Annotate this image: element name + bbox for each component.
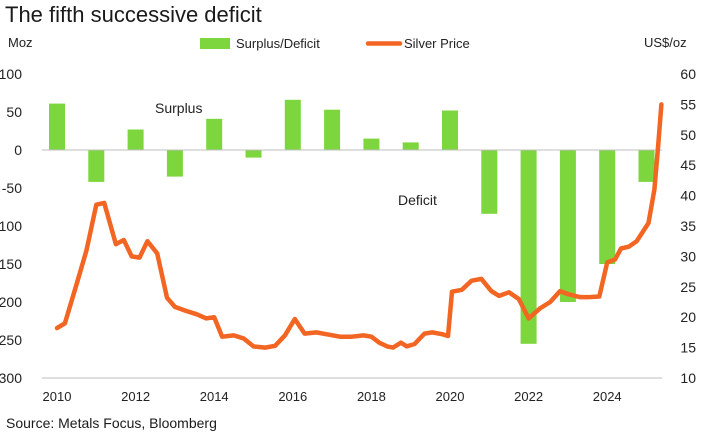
x-tick-label: 2018 xyxy=(357,389,386,404)
right-tick-label: 25 xyxy=(680,279,696,295)
bars xyxy=(49,99,655,344)
x-tick-label: 2012 xyxy=(121,389,150,404)
bar-2017 xyxy=(324,109,341,150)
x-tick-label: 2016 xyxy=(278,389,307,404)
right-tick-label: 30 xyxy=(680,248,696,264)
bar-2016 xyxy=(284,99,301,150)
bar-2015 xyxy=(245,150,262,158)
left-axis-unit: Moz xyxy=(8,35,33,50)
bar-2019 xyxy=(402,142,419,150)
right-tick-label: 10 xyxy=(680,370,696,386)
legend: Surplus/Deficit Silver Price xyxy=(200,36,470,51)
bar-2013 xyxy=(166,150,183,177)
bar-2010 xyxy=(49,103,65,150)
left-tick-label: -300 xyxy=(0,370,22,386)
deficit-annotation: Deficit xyxy=(398,192,437,208)
right-axis: 60 55 50 45 40 35 30 25 20 15 10 xyxy=(680,66,696,386)
bar-2018 xyxy=(363,138,380,150)
chart-title: The fifth successive deficit xyxy=(5,2,262,27)
right-tick-label: 45 xyxy=(680,157,696,173)
bar-2022 xyxy=(520,150,537,344)
right-tick-label: 50 xyxy=(680,127,696,143)
legend-bar-swatch xyxy=(200,38,230,49)
left-tick-label: 100 xyxy=(0,66,22,82)
right-tick-label: 55 xyxy=(680,96,696,112)
left-tick-label: 0 xyxy=(14,142,22,158)
right-tick-label: 20 xyxy=(680,309,696,325)
price-line xyxy=(54,102,664,350)
right-tick-label: 60 xyxy=(680,66,696,82)
right-axis-unit: US$/oz xyxy=(644,35,687,50)
left-tick-label: -150 xyxy=(0,256,22,272)
x-axis: 2010 2012 2014 2016 2018 2020 2022 2024 xyxy=(43,389,622,404)
legend-bar-label: Surplus/Deficit xyxy=(236,36,320,51)
silver-price-line xyxy=(54,102,664,350)
legend-line-label: Silver Price xyxy=(404,36,470,51)
x-tick-label: 2022 xyxy=(514,389,543,404)
bar-2012 xyxy=(127,129,144,150)
x-tick-label: 2024 xyxy=(593,389,622,404)
right-tick-label: 40 xyxy=(680,188,696,204)
left-tick-label: -200 xyxy=(0,294,22,310)
x-tick-label: 2014 xyxy=(200,389,229,404)
bar-2023 xyxy=(559,150,576,302)
x-tick-label: 2010 xyxy=(43,389,72,404)
bar-2011 xyxy=(88,150,105,182)
bar-2021 xyxy=(481,150,498,214)
surplus-annotation: Surplus xyxy=(155,100,202,116)
left-axis: 100 50 0 -50 -100 -150 -200 -250 -300 xyxy=(0,66,22,386)
right-tick-label: 15 xyxy=(680,340,696,356)
source-note: Source: Metals Focus, Bloomberg xyxy=(6,415,217,431)
bar-2014 xyxy=(206,118,223,150)
bar-2025 xyxy=(638,150,655,182)
right-tick-label: 35 xyxy=(680,218,696,234)
left-tick-label: -250 xyxy=(0,332,22,348)
x-tick-label: 2020 xyxy=(436,389,465,404)
left-tick-label: -100 xyxy=(0,218,22,234)
bar-2020 xyxy=(442,110,458,150)
bar-2024 xyxy=(599,150,616,264)
left-tick-label: -50 xyxy=(2,180,22,196)
left-tick-label: 50 xyxy=(6,104,22,120)
